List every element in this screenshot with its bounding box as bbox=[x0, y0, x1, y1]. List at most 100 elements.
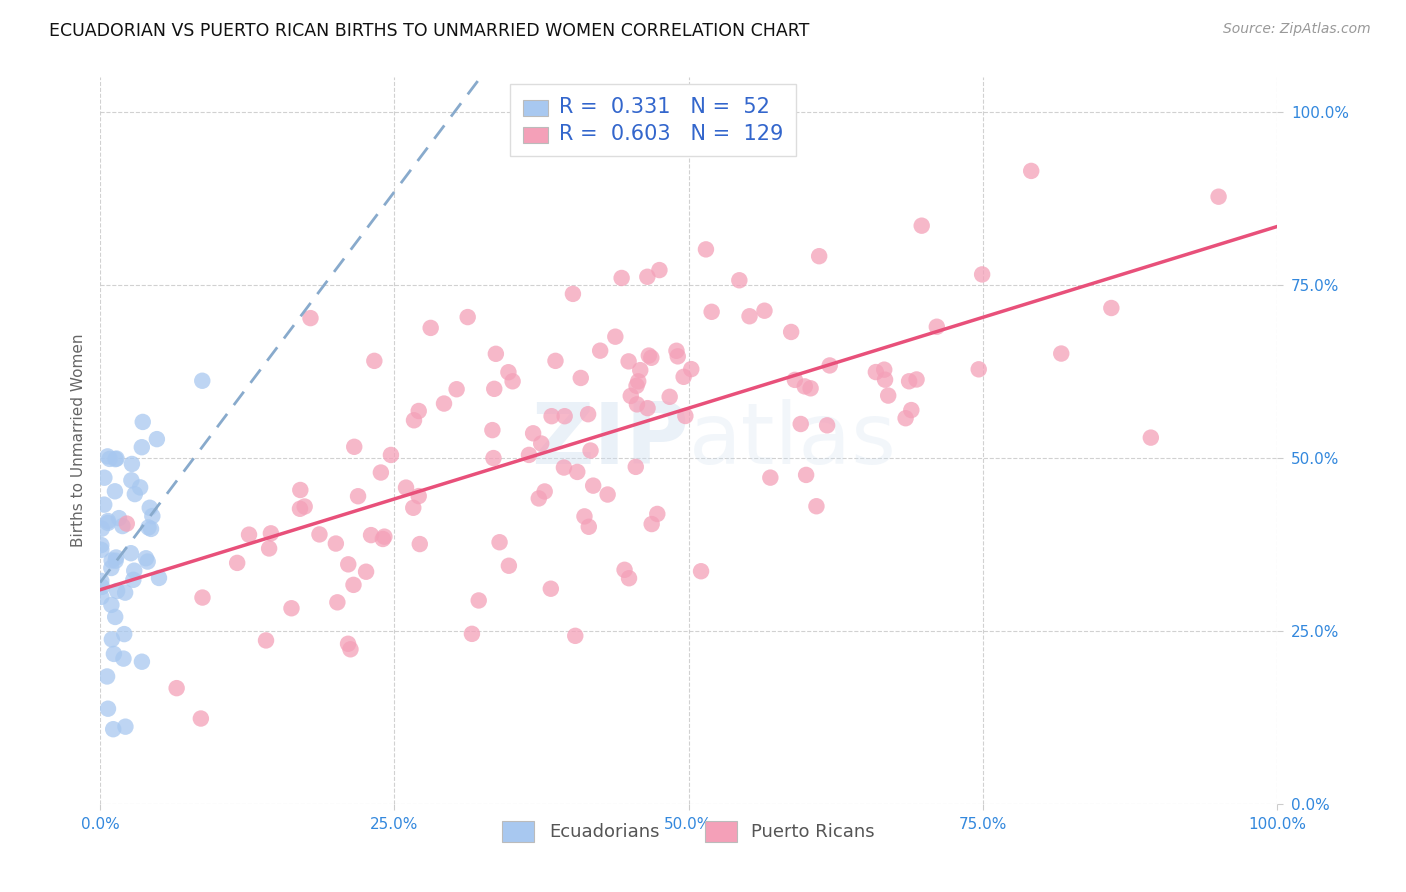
Point bbox=[339, 642, 361, 657]
Point bbox=[589, 343, 612, 358]
Point bbox=[96, 669, 118, 683]
Text: ZIP: ZIP bbox=[531, 399, 689, 482]
Point bbox=[540, 409, 562, 424]
Point bbox=[645, 507, 668, 521]
Point bbox=[658, 390, 681, 404]
Point bbox=[1050, 346, 1073, 360]
Point bbox=[121, 457, 143, 471]
Point bbox=[481, 423, 503, 437]
Point bbox=[135, 551, 157, 566]
Point bbox=[808, 249, 831, 263]
Point bbox=[104, 554, 127, 568]
Point bbox=[226, 556, 249, 570]
Point bbox=[104, 610, 127, 624]
Point bbox=[672, 369, 695, 384]
Point bbox=[90, 542, 112, 557]
Point bbox=[873, 362, 896, 376]
Point bbox=[97, 702, 120, 716]
Point bbox=[363, 354, 385, 368]
Point bbox=[457, 310, 479, 324]
Point bbox=[111, 519, 134, 533]
Point bbox=[1140, 431, 1163, 445]
Point bbox=[636, 269, 658, 284]
Point bbox=[754, 303, 776, 318]
Point bbox=[461, 627, 484, 641]
Point bbox=[141, 509, 163, 524]
Point bbox=[190, 712, 212, 726]
Point bbox=[326, 595, 349, 609]
Text: atlas: atlas bbox=[689, 399, 897, 482]
Point bbox=[567, 465, 589, 479]
Point bbox=[131, 655, 153, 669]
Point bbox=[112, 651, 135, 665]
Point bbox=[446, 382, 468, 396]
Point bbox=[120, 546, 142, 560]
Point bbox=[132, 415, 155, 429]
Point bbox=[578, 520, 600, 534]
Point bbox=[409, 537, 432, 551]
Point bbox=[637, 401, 659, 416]
Point bbox=[103, 647, 125, 661]
Point bbox=[395, 481, 418, 495]
Point bbox=[105, 550, 128, 565]
Point bbox=[90, 522, 112, 536]
Point bbox=[280, 601, 302, 615]
Point bbox=[530, 436, 553, 450]
Legend: R =  0.331   N =  52, R =  0.603   N =  129: R = 0.331 N = 52, R = 0.603 N = 129 bbox=[510, 85, 796, 156]
Point bbox=[561, 286, 583, 301]
Point bbox=[148, 571, 170, 585]
Point bbox=[517, 448, 540, 462]
Point bbox=[373, 530, 395, 544]
Point bbox=[371, 532, 394, 546]
Point bbox=[502, 374, 524, 388]
Point bbox=[91, 580, 114, 594]
Point bbox=[794, 467, 817, 482]
Point bbox=[533, 484, 555, 499]
Point bbox=[257, 541, 280, 556]
Point bbox=[865, 365, 887, 379]
Point bbox=[138, 520, 160, 534]
Point bbox=[90, 574, 112, 588]
Point bbox=[308, 527, 330, 541]
Point bbox=[97, 514, 120, 528]
Point bbox=[105, 584, 128, 599]
Point bbox=[294, 500, 316, 514]
Point bbox=[553, 460, 575, 475]
Point bbox=[347, 489, 370, 503]
Point bbox=[260, 526, 283, 541]
Point bbox=[700, 305, 723, 319]
Point bbox=[120, 473, 142, 487]
Point bbox=[610, 271, 633, 285]
Point bbox=[98, 451, 121, 466]
Point bbox=[139, 500, 162, 515]
Point bbox=[576, 407, 599, 421]
Point bbox=[522, 426, 544, 441]
Point bbox=[790, 417, 813, 431]
Point bbox=[759, 470, 782, 484]
Point bbox=[564, 629, 586, 643]
Point bbox=[419, 321, 441, 335]
Point bbox=[370, 466, 392, 480]
Point bbox=[354, 565, 377, 579]
Point bbox=[648, 263, 671, 277]
Point bbox=[93, 471, 115, 485]
Point bbox=[100, 598, 122, 612]
Point bbox=[103, 722, 125, 736]
Point bbox=[402, 413, 425, 427]
Point bbox=[482, 451, 505, 466]
Point bbox=[783, 373, 806, 387]
Point bbox=[637, 349, 659, 363]
Point bbox=[1099, 301, 1122, 315]
Point bbox=[738, 310, 761, 324]
Point bbox=[100, 553, 122, 567]
Point bbox=[112, 627, 135, 641]
Point bbox=[681, 362, 703, 376]
Point bbox=[569, 371, 592, 385]
Point bbox=[690, 564, 713, 578]
Point bbox=[115, 516, 138, 531]
Point bbox=[626, 379, 648, 393]
Point bbox=[408, 404, 430, 418]
Point bbox=[640, 517, 662, 532]
Point bbox=[617, 571, 640, 585]
Point bbox=[433, 396, 456, 410]
